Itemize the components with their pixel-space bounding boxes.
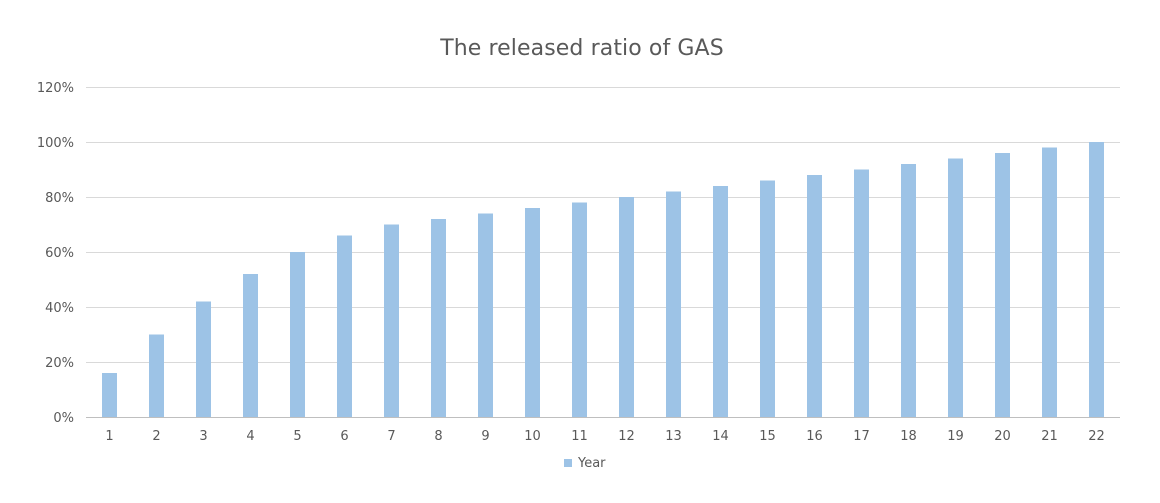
- bar-18: [901, 164, 916, 417]
- y-tick-label-120%: 120%: [37, 81, 74, 96]
- x-tick-label-12: 12: [618, 429, 635, 444]
- x-tick-label-8: 8: [434, 429, 442, 444]
- y-tick-label-60%: 60%: [45, 246, 74, 261]
- y-tick-label-40%: 40%: [45, 301, 74, 316]
- x-tick-labels: 1 2 3 4 5 6 7 8 9 10 11 12 13 14 15 16 17 18 19 20 21 22: [105, 429, 1104, 444]
- bar-2: [149, 334, 164, 417]
- bar-11: [572, 202, 587, 417]
- x-tick-label-14: 14: [712, 429, 729, 444]
- bar-9: [478, 213, 493, 417]
- bar-22: [1089, 142, 1104, 417]
- bar-19: [948, 158, 963, 417]
- gridlines: [86, 87, 1120, 363]
- x-tick-label-3: 3: [199, 429, 207, 444]
- bar-5: [290, 252, 305, 417]
- x-tick-label-19: 19: [947, 429, 964, 444]
- bar-17: [854, 169, 869, 417]
- x-tick-label-13: 13: [665, 429, 682, 444]
- bar-20: [995, 153, 1010, 417]
- bar-13: [666, 191, 681, 417]
- x-tick-label-17: 17: [853, 429, 870, 444]
- x-tick-label-16: 16: [806, 429, 823, 444]
- bar-3: [196, 301, 211, 417]
- y-tick-label-80%: 80%: [45, 191, 74, 206]
- x-tick-label-21: 21: [1041, 429, 1058, 444]
- x-tick-label-2: 2: [152, 429, 160, 444]
- x-tick-label-10: 10: [524, 429, 541, 444]
- y-tick-label-20%: 20%: [45, 356, 74, 371]
- bar-6: [337, 235, 352, 417]
- x-tick-label-20: 20: [994, 429, 1011, 444]
- x-tick-label-11: 11: [571, 429, 588, 444]
- x-tick-label-4: 4: [246, 429, 254, 444]
- bar-8: [431, 219, 446, 417]
- x-tick-label-9: 9: [481, 429, 489, 444]
- legend-swatch: [564, 459, 572, 467]
- x-tick-label-7: 7: [387, 429, 395, 444]
- bar-16: [807, 175, 822, 417]
- bar-1: [102, 373, 117, 417]
- x-tick-label-1: 1: [105, 429, 113, 444]
- bar-4: [243, 274, 258, 417]
- chart-title: The released ratio of GAS: [440, 36, 724, 61]
- x-tick-label-18: 18: [900, 429, 917, 444]
- x-tick-label-6: 6: [340, 429, 348, 444]
- bar-15: [760, 180, 775, 417]
- bar-21: [1042, 147, 1057, 417]
- bar-14: [713, 186, 728, 417]
- y-tick-label-0%: 0%: [53, 411, 74, 426]
- bar-7: [384, 224, 399, 417]
- bars: [102, 142, 1104, 417]
- legend-label-year: Year: [578, 455, 606, 471]
- x-tick-label-15: 15: [759, 429, 776, 444]
- x-tick-label-5: 5: [293, 429, 301, 444]
- bar-10: [525, 208, 540, 417]
- bar-12: [619, 197, 634, 417]
- x-tick-label-22: 22: [1088, 429, 1105, 444]
- y-tick-labels: 0% 20% 40% 60% 80% 100% 120%: [37, 81, 74, 426]
- y-tick-label-100%: 100%: [37, 136, 74, 151]
- legend: Year: [564, 454, 606, 472]
